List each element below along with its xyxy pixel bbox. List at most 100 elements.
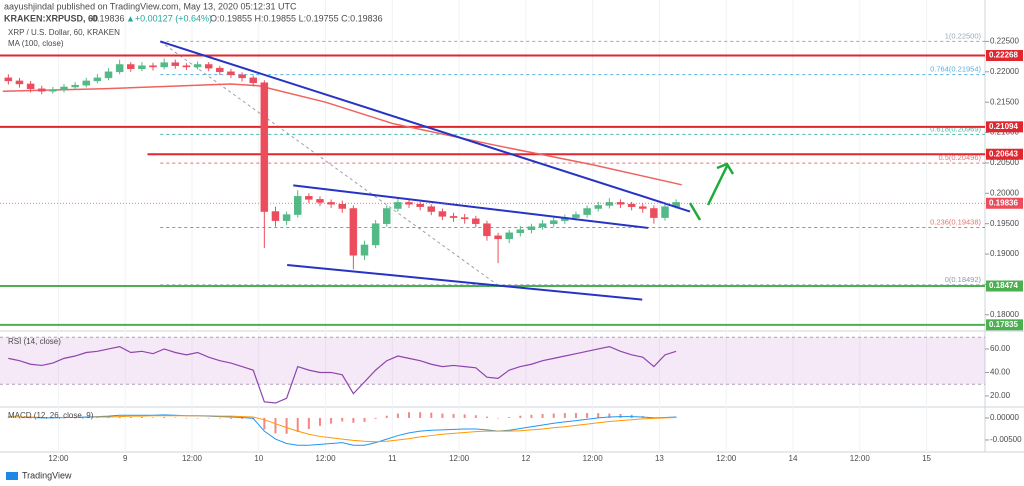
- x-tick-label: 12:00: [182, 454, 203, 463]
- rsi-line: [8, 345, 677, 404]
- candle-body: [15, 80, 24, 85]
- candle-body: [549, 220, 558, 224]
- candle-body: [82, 80, 91, 86]
- y-tick-label: 0.20000: [990, 188, 1019, 197]
- macd-histogram-bar: [241, 417, 244, 419]
- candle-body: [516, 229, 525, 234]
- macd-histogram-bar: [619, 413, 622, 418]
- candle-body: [293, 196, 302, 215]
- macd-histogram-bar: [330, 417, 333, 424]
- macd-histogram-bar: [586, 413, 589, 418]
- macd-histogram-bar: [318, 417, 321, 426]
- macd-series: [8, 415, 677, 443]
- x-tick-label: 10: [254, 454, 263, 463]
- macd-histogram-bar: [430, 412, 433, 418]
- macd-histogram-bar: [396, 413, 399, 418]
- candle-body: [627, 203, 636, 207]
- macd-histogram-bar: [285, 417, 288, 434]
- candle-body: [127, 64, 135, 70]
- x-tick-label: 9: [123, 454, 128, 463]
- candle-body: [60, 86, 68, 91]
- y-tick-label: -0.00500: [990, 435, 1022, 444]
- macd-series: [8, 414, 677, 446]
- candle-body: [616, 202, 625, 205]
- x-tick-label: 13: [655, 454, 664, 463]
- level-badge-label: 0.20643: [989, 149, 1018, 158]
- macd-histogram-bar: [474, 415, 477, 418]
- candle-body: [171, 62, 180, 66]
- macd-histogram-bar: [341, 417, 344, 422]
- candle-body: [338, 203, 346, 209]
- macd-histogram-bar: [18, 417, 21, 419]
- macd-histogram-bar: [174, 417, 177, 418]
- candle-body: [26, 83, 35, 90]
- macd-histogram-bar: [62, 417, 65, 419]
- candle-body: [193, 64, 202, 68]
- macd-histogram-bar: [563, 413, 566, 418]
- candle-body: [371, 223, 380, 246]
- macd-histogram-bar: [485, 416, 488, 418]
- candle-body: [316, 199, 324, 203]
- candle-body: [182, 65, 191, 68]
- candle-body: [238, 74, 246, 79]
- macd-histogram-bar: [163, 417, 166, 418]
- fib-label: 0(0.18492): [945, 275, 982, 284]
- moving-average: [2, 83, 682, 186]
- fib-label: 0.618(0.20969): [930, 124, 981, 133]
- y-tick-label: 0.22000: [990, 67, 1019, 76]
- candle-body: [349, 208, 358, 256]
- macd-histogram-bar: [207, 417, 210, 419]
- macd-histogram-bar: [374, 417, 377, 419]
- macd-histogram-bar: [352, 417, 355, 423]
- candle-body: [583, 208, 591, 215]
- level-badge: [986, 280, 1023, 292]
- candle-body: [494, 235, 502, 240]
- level-badge: [986, 148, 1023, 160]
- y-tick-label: 0.22500: [990, 37, 1019, 46]
- x-tick-label: 12:00: [48, 454, 69, 463]
- candle-body: [149, 65, 157, 68]
- macd-histogram-bar: [419, 412, 422, 418]
- level-badge: [986, 319, 1023, 331]
- macd-histogram-bar: [29, 417, 32, 419]
- candle-body: [37, 88, 46, 92]
- macd-histogram-bar: [263, 417, 266, 430]
- candle-body: [438, 211, 447, 217]
- macd-histogram-bar: [7, 417, 10, 418]
- macd-histogram-bar: [118, 416, 121, 418]
- level-badge-label: 0.22268: [989, 51, 1018, 60]
- x-tick-label: 11: [388, 454, 397, 463]
- level-badge: [986, 50, 1023, 62]
- macd-histogram-bar: [363, 417, 366, 422]
- x-tick-label: 15: [922, 454, 931, 463]
- x-tick-label: 12:00: [583, 454, 604, 463]
- trendline: [159, 40, 691, 213]
- macd-histogram-bar: [574, 413, 577, 418]
- candle-body: [71, 84, 79, 88]
- macd-histogram-bar: [463, 414, 466, 418]
- macd-histogram-bar: [441, 413, 444, 418]
- y-tick-label: 40.00: [990, 368, 1011, 377]
- fib-label: 0.5(0.20496): [938, 153, 981, 162]
- y-tick-label: 0.19500: [990, 219, 1019, 228]
- candle-body: [472, 218, 480, 224]
- y-tick-label: 0.00000: [990, 413, 1019, 422]
- level-badge-label: 0.17835: [989, 320, 1018, 329]
- macd-histogram-bar: [541, 413, 544, 418]
- level-badge-label: 0.21094: [989, 122, 1018, 131]
- candle-body: [572, 214, 580, 218]
- macd-histogram-bar: [218, 417, 221, 419]
- macd-histogram-bar: [552, 413, 555, 418]
- candle-body: [661, 206, 669, 218]
- candle-body: [427, 206, 436, 212]
- macd-histogram-bar: [129, 417, 132, 418]
- candle-body: [305, 196, 313, 200]
- macd-histogram-bar: [497, 417, 500, 419]
- x-tick-label: 12:00: [316, 454, 337, 463]
- macd-histogram-bar: [74, 417, 77, 419]
- macd-histogram-bar: [519, 415, 522, 418]
- macd-histogram-bar: [196, 417, 199, 419]
- y-tick-label: 0.18000: [990, 310, 1019, 319]
- macd-histogram-bar: [307, 417, 310, 429]
- footer: TradingView: [22, 470, 72, 480]
